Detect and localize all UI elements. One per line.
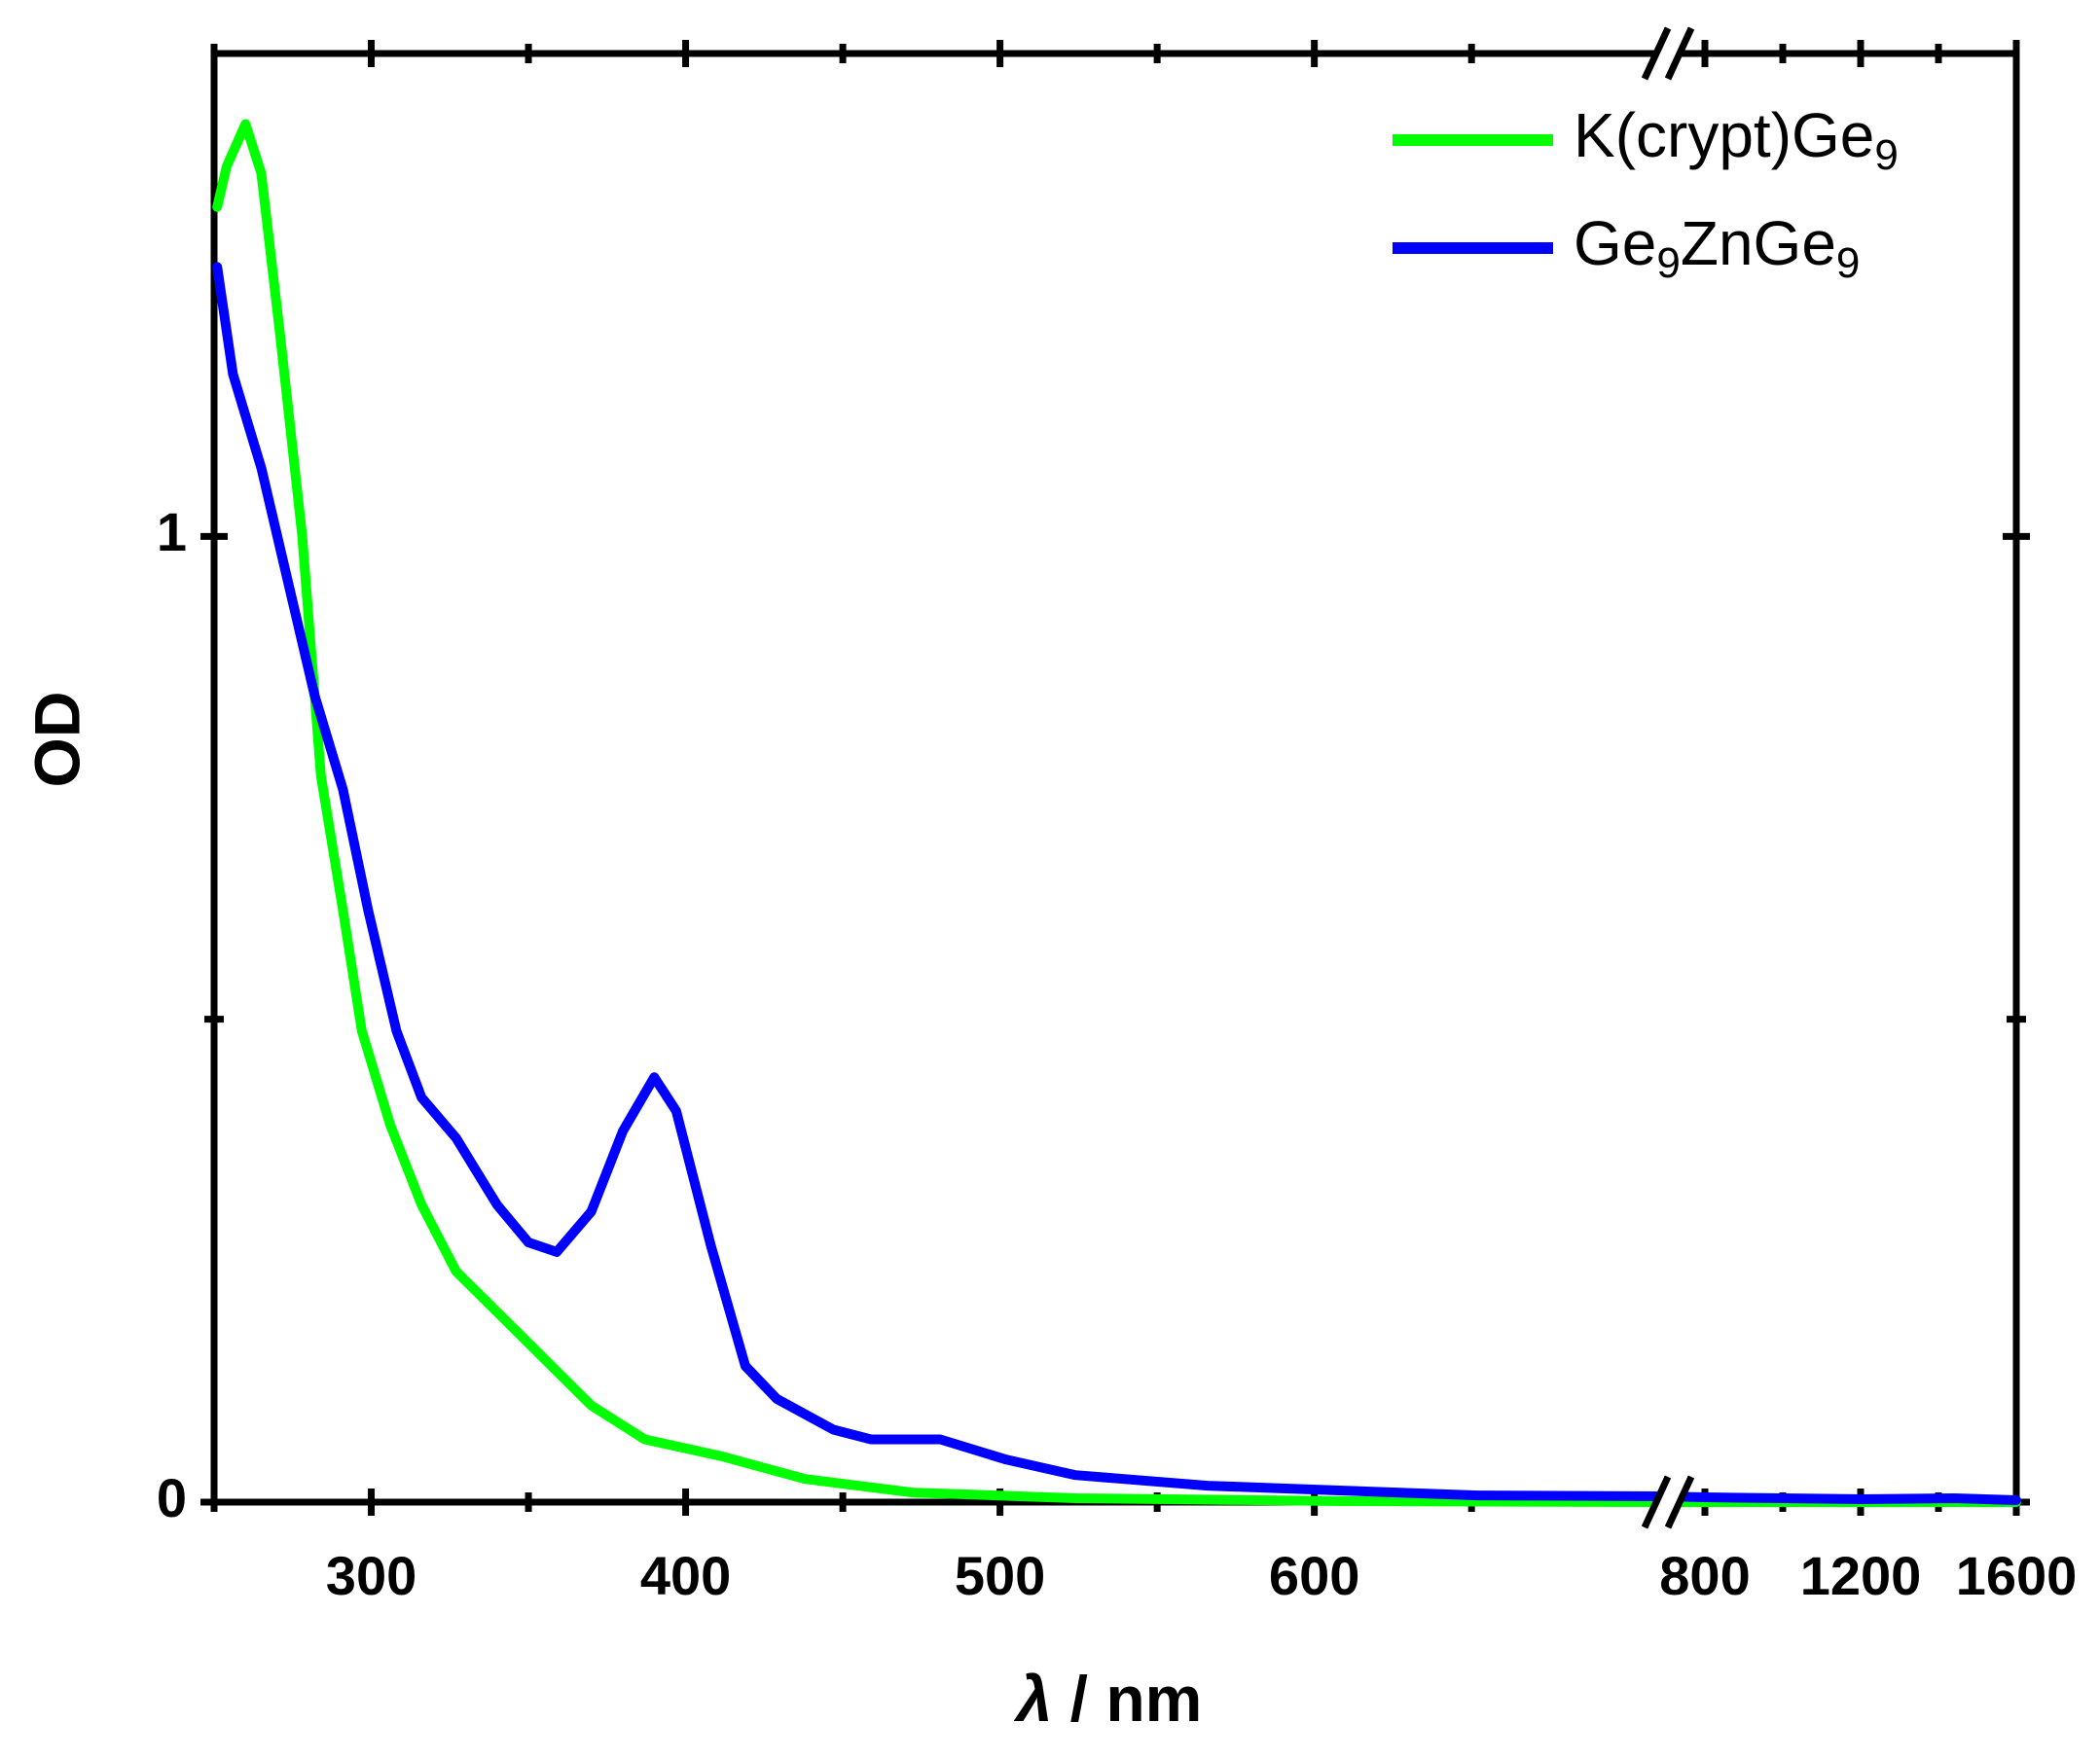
axis-break-mark: [1664, 26, 1695, 81]
x-tick-label: 1200: [1800, 1545, 1922, 1606]
legend-label: Ge9ZnGe9: [1574, 208, 1860, 287]
axis-break-gap: [1647, 1477, 1689, 1527]
axis-break-mark: [1641, 1475, 1672, 1529]
y-axis-label: OD: [20, 692, 92, 788]
y-tick-label: 0: [157, 1467, 187, 1528]
x-tick-label: 600: [1269, 1545, 1359, 1606]
y-tick-label: 1: [157, 501, 187, 562]
x-tick-label: 1600: [1956, 1545, 2078, 1606]
x-axis-label: λ / nm: [1014, 1663, 1203, 1735]
data-line: [212, 119, 2021, 1507]
x-tick-label: 300: [326, 1545, 416, 1606]
axis-break-mark: [1641, 26, 1672, 81]
x-tick-label: 400: [640, 1545, 731, 1606]
x-tick-label: 800: [1659, 1545, 1750, 1606]
x-tick-label: 500: [955, 1545, 1045, 1606]
legend-label: K(crypt)Ge9: [1574, 100, 1899, 179]
axis-break-gap: [1647, 28, 1689, 79]
axis-break-mark: [1664, 1475, 1695, 1529]
data-line: [212, 262, 2021, 1505]
